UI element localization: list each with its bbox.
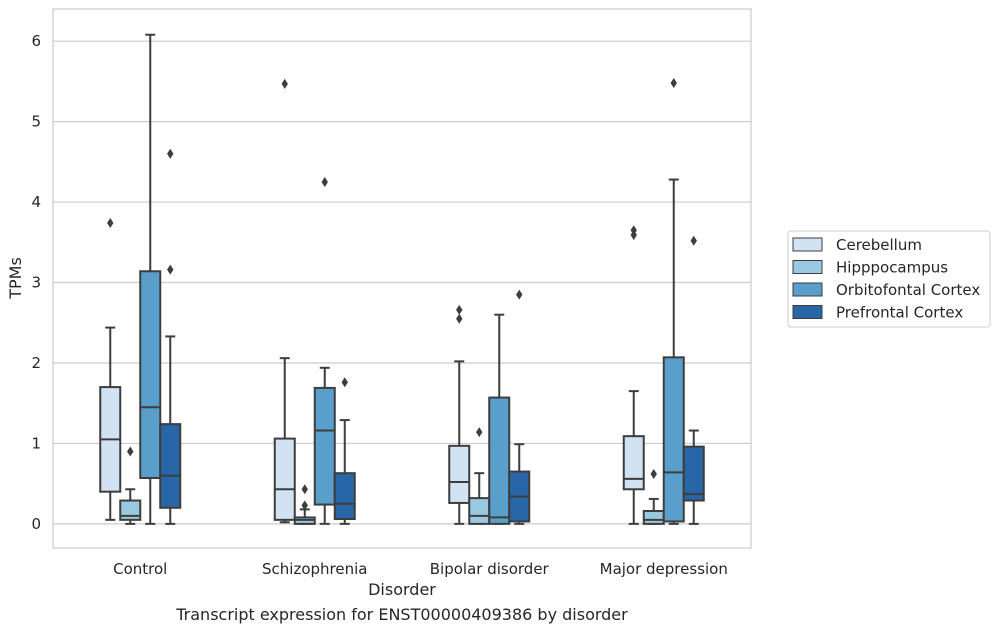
- legend-swatch: [792, 237, 823, 252]
- legend-item: Hipppocampus: [792, 259, 948, 277]
- y-axis-title: TPMs: [6, 257, 25, 300]
- legend-label: Hipppocampus: [836, 259, 948, 277]
- box-iqr: [119, 499, 142, 521]
- legend-item: Prefrontal Cortex: [792, 304, 963, 322]
- box-1-4: [622, 225, 645, 525]
- box-iqr: [468, 497, 491, 525]
- box-iqr: [682, 445, 705, 502]
- outlier-marker: [301, 484, 308, 495]
- box-3-2: [313, 176, 336, 525]
- legend-label: Prefrontal Cortex: [836, 304, 963, 322]
- outlier-marker: [167, 264, 174, 275]
- legend: Cerebellum Hipppocampus Orbitofontal Corte…: [787, 230, 991, 328]
- x-tick-label: Bipolar disorder: [430, 560, 550, 578]
- outlier-marker: [456, 313, 463, 324]
- boxes: [99, 33, 705, 525]
- box-iqr: [159, 423, 182, 509]
- y-tick-label: 1: [31, 434, 41, 452]
- legend-item: Orbitofontal Cortex: [792, 281, 980, 299]
- y-tick-label: 0: [31, 515, 41, 533]
- legend-swatch: [792, 305, 823, 319]
- x-axis-title: Disorder: [368, 580, 436, 599]
- legend-swatch: [792, 260, 823, 274]
- box-iqr: [333, 472, 356, 521]
- outlier-marker: [670, 78, 677, 89]
- x-tick-label: Schizophrenia: [262, 560, 367, 578]
- box-iqr: [448, 444, 471, 504]
- outlier-marker: [456, 304, 463, 315]
- y-tick-label: 2: [31, 354, 41, 372]
- box-3-3: [488, 313, 511, 525]
- box-1-1: [99, 217, 122, 521]
- outlier-marker: [301, 500, 308, 511]
- legend-label: Orbitofontal Cortex: [836, 281, 980, 299]
- outlier-marker: [650, 468, 657, 479]
- legend-swatch: [792, 282, 823, 297]
- x-tick-label: Control: [113, 560, 167, 578]
- box-iqr: [642, 509, 665, 525]
- box-4-3: [508, 289, 531, 525]
- box-3-4: [662, 78, 685, 525]
- x-ticks: Control Schizophrenia Bipolar disorder Majo…: [113, 560, 728, 578]
- outlier-marker: [516, 289, 523, 300]
- chart-caption: Transcript expression for ENST0000040938…: [176, 605, 628, 624]
- box-iqr: [139, 270, 162, 480]
- outlier-marker: [127, 446, 134, 457]
- box-4-2: [333, 377, 356, 525]
- outlier-marker: [107, 217, 114, 228]
- outlier-marker: [341, 377, 348, 388]
- box-iqr: [488, 396, 511, 525]
- legend-frame: [787, 230, 991, 328]
- box-1-3: [448, 304, 471, 525]
- box-2-3: [468, 427, 491, 525]
- box-2-2: [293, 484, 316, 525]
- outlier-marker: [321, 176, 328, 187]
- box-iqr: [273, 437, 296, 521]
- box-iqr: [622, 435, 645, 491]
- outlier-marker: [690, 235, 697, 246]
- box-2-1: [119, 446, 142, 525]
- box-iqr: [313, 386, 336, 506]
- outlier-marker: [630, 225, 637, 236]
- box-iqr: [662, 356, 685, 523]
- x-tick-label: Major depression: [600, 560, 728, 578]
- outlier-marker: [167, 148, 174, 159]
- outlier-marker: [476, 427, 483, 438]
- y-tick-label: 3: [31, 274, 41, 292]
- plot-frame: [52, 8, 752, 549]
- y-tick-label: 6: [31, 32, 41, 50]
- y-ticks: 0 1 2 3 4 5 6: [31, 32, 41, 533]
- legend-label: Cerebellum: [836, 236, 922, 254]
- box-4-4: [682, 235, 705, 525]
- box-1-2: [273, 78, 296, 524]
- outlier-marker: [281, 78, 288, 89]
- y-tick-label: 5: [31, 113, 41, 131]
- box-3-1: [139, 33, 162, 525]
- box-4-1: [159, 148, 182, 525]
- y-tick-label: 4: [31, 193, 41, 211]
- box-2-4: [642, 468, 665, 525]
- legend-item: Cerebellum: [792, 236, 922, 254]
